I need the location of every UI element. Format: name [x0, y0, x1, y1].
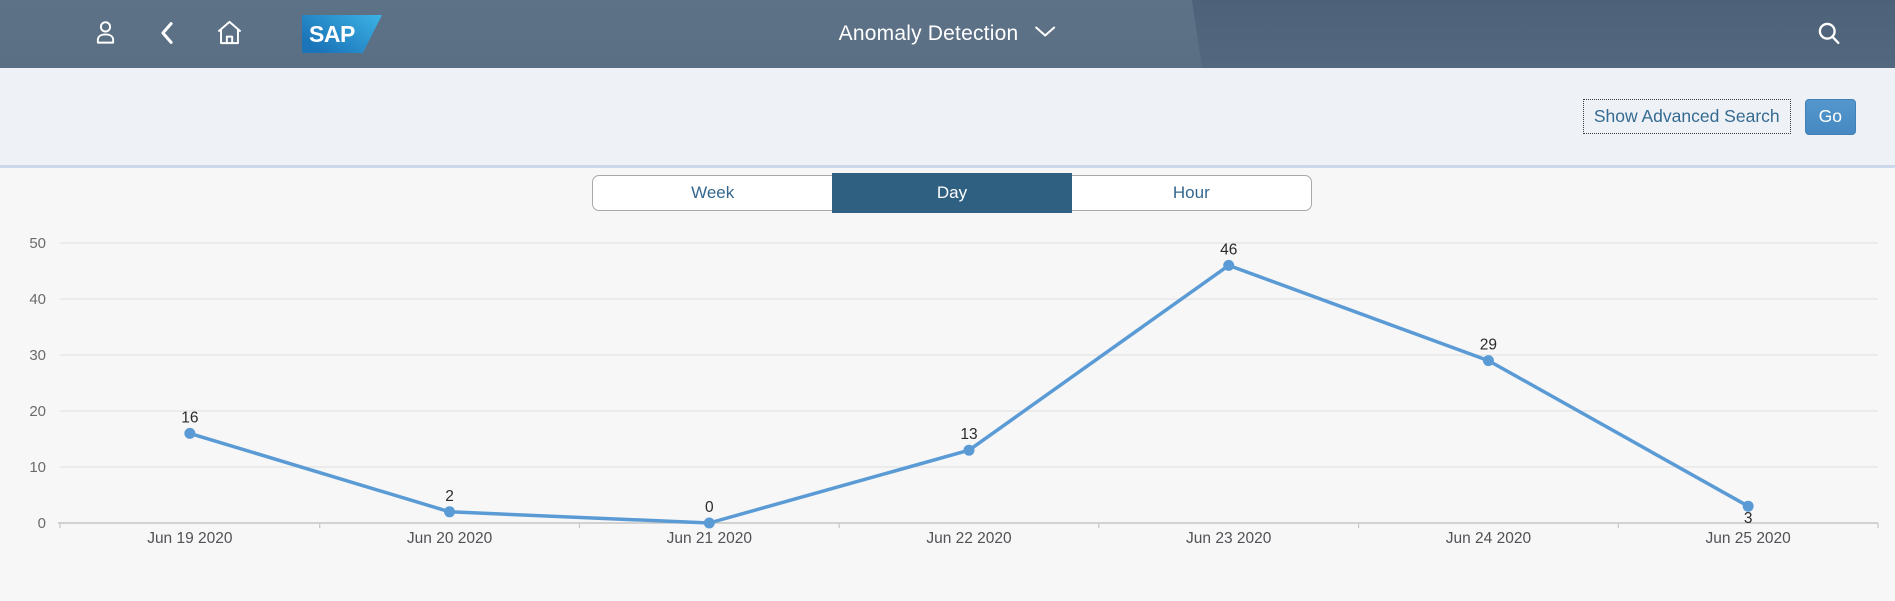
show-advanced-search-button[interactable]: Show Advanced Search	[1582, 99, 1791, 134]
svg-text:10: 10	[29, 459, 46, 476]
back-button[interactable]	[155, 19, 179, 50]
page-title: Anomaly Detection	[838, 22, 1019, 45]
svg-text:0: 0	[38, 515, 46, 532]
shell-left-actions: SAP	[92, 0, 382, 68]
title-dropdown[interactable]: Anomaly Detection	[839, 0, 1057, 68]
svg-text:3: 3	[1744, 510, 1753, 527]
svg-text:20: 20	[29, 403, 46, 420]
svg-text:Jun 20 2020: Jun 20 2020	[407, 530, 493, 547]
home-icon	[215, 18, 244, 50]
interval-week-button[interactable]: Week	[593, 176, 832, 210]
chart-page: 0 10 20 30 40 50 16 Jun 19 2020 2 Jun 20 2020 0 Jun…	[0, 168, 1895, 598]
svg-text:16: 16	[181, 409, 198, 426]
svg-text:Jun 24 2020: Jun 24 2020	[1446, 530, 1532, 547]
svg-text:30: 30	[29, 347, 46, 364]
go-button[interactable]: Go	[1804, 98, 1856, 135]
sap-logo-text: SAP	[309, 20, 355, 47]
filter-bar: Show Advanced Search Go	[0, 68, 1895, 168]
interval-switcher: Week Day Hour	[592, 173, 1312, 213]
svg-text:40: 40	[29, 291, 46, 308]
interval-hour-button[interactable]: Hour	[1072, 176, 1311, 210]
svg-text:2: 2	[445, 488, 454, 505]
shell-bar: SAP Anomaly Detection	[0, 0, 1895, 68]
svg-text:Jun 22 2020: Jun 22 2020	[926, 530, 1012, 547]
shell-right-actions	[1815, 0, 1843, 68]
interval-day-button[interactable]: Day	[832, 173, 1072, 213]
search-button[interactable]	[1815, 19, 1843, 50]
sap-logo: SAP	[302, 15, 382, 53]
svg-text:13: 13	[960, 426, 977, 443]
line-chart-svg: 0 10 20 30 40 50 16 Jun 19 2020 2 Jun 20 2020 0 Jun…	[29, 235, 1879, 547]
chevron-down-icon	[1034, 25, 1056, 43]
svg-text:Jun 19 2020: Jun 19 2020	[147, 530, 233, 547]
svg-text:Jun 23 2020: Jun 23 2020	[1186, 530, 1272, 547]
home-button[interactable]	[215, 18, 244, 50]
svg-text:Jun 25 2020: Jun 25 2020	[1705, 530, 1791, 547]
svg-text:Jun 21 2020: Jun 21 2020	[667, 530, 753, 547]
svg-text:0: 0	[705, 499, 714, 516]
person-icon	[92, 19, 119, 49]
svg-text:46: 46	[1220, 241, 1237, 258]
profile-button[interactable]	[92, 19, 119, 49]
line-chart: 0 10 20 30 40 50 16 Jun 19 2020 2 Jun 20 2020 0 Jun…	[0, 168, 1895, 598]
search-icon	[1815, 19, 1843, 50]
chevron-left-icon	[155, 19, 179, 50]
shell-curve-decoration	[0, 0, 1202, 68]
svg-text:50: 50	[29, 235, 46, 252]
svg-text:29: 29	[1480, 337, 1497, 354]
